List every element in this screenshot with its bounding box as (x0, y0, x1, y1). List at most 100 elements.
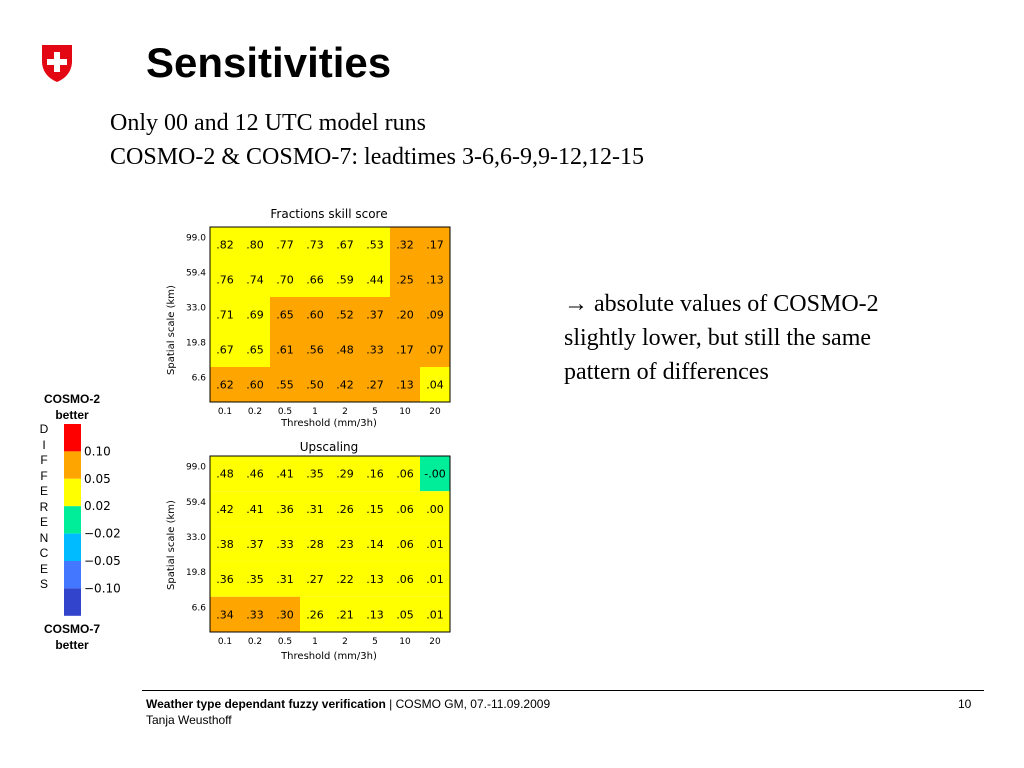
cell-value-label: .42 (336, 379, 354, 392)
cell-value-label: .82 (216, 239, 234, 252)
legend-level-label: −0.05 (84, 554, 121, 568)
x-tick-label: 0.5 (278, 407, 292, 417)
legend-vertical-letter: R (39, 499, 49, 514)
cell-value-label: .66 (306, 274, 324, 287)
cell-value-label: .06 (396, 573, 414, 586)
note-line-2: slightly lower, but still the same (564, 325, 872, 351)
cell-value-label: .04 (426, 379, 444, 392)
cell-value-label: .21 (336, 608, 354, 621)
cell-value-label: -.00 (424, 468, 445, 481)
legend-vertical-letter: E (39, 561, 48, 576)
y-axis-label: Spatial scale (km) (166, 500, 177, 590)
heatmap-cell (240, 332, 270, 367)
cell-value-label: .07 (426, 344, 444, 357)
legend-swatch (64, 478, 81, 507)
cell-value-label: .62 (216, 379, 234, 392)
cell-value-label: .61 (276, 344, 294, 357)
heatmap-cell (330, 561, 360, 597)
heatmap-cell (240, 526, 270, 562)
legend-bottom-label: COSMO-7 better (17, 621, 127, 653)
heatmap-cell (210, 491, 240, 527)
heatmap-cell (300, 456, 330, 492)
heatmap-cells: .48 .46 .41 .35 .29 .16 .06 -.00 .42 .41 .36 .31 .26… (210, 456, 450, 632)
x-tick-label: 2 (342, 637, 348, 647)
heatmap-cell (330, 456, 360, 492)
legend-level-label: −0.02 (84, 527, 121, 541)
y-tick-label: 19.8 (186, 568, 206, 578)
cell-value-label: .31 (306, 503, 324, 516)
cell-value-label: .67 (336, 239, 354, 252)
footer-event: | COSMO GM, 07.-11.09.2009 (385, 697, 551, 711)
cell-value-label: .35 (246, 573, 264, 586)
heatmap-cell (270, 367, 300, 402)
cell-value-label: .05 (396, 608, 414, 621)
heatmap-cell (210, 227, 240, 262)
legend-vertical-letter: D (39, 422, 49, 436)
cell-value-label: .60 (306, 309, 324, 322)
heatmap-cell (390, 526, 420, 562)
cell-value-label: .09 (426, 309, 444, 322)
heatmap-cell (420, 596, 450, 632)
cell-value-label: .73 (306, 239, 324, 252)
heatmap-cell (300, 227, 330, 262)
legend-vertical-letter: F (40, 453, 48, 467)
cell-value-label: .33 (276, 538, 294, 551)
plot-frame (209, 226, 451, 403)
footer-divider (142, 690, 984, 691)
heatmap-cell (390, 367, 420, 402)
cell-value-label: .22 (336, 573, 354, 586)
plot-frame (209, 455, 451, 633)
legend-bottom-line-2: better (55, 638, 89, 652)
heatmap-cell (240, 367, 270, 402)
cell-value-label: .01 (426, 608, 444, 621)
heatmap-cell (360, 227, 390, 262)
heatmap-cell (270, 227, 300, 262)
heatmap-cell (360, 297, 390, 332)
x-axis-label: Threshold (mm/3h) (280, 651, 377, 662)
cell-value-label: .38 (216, 538, 234, 551)
cell-value-label: .00 (426, 503, 444, 516)
legend-vertical-letter: S (39, 577, 48, 591)
x-tick-label: 0.1 (218, 407, 232, 417)
x-tick-label: 5 (372, 637, 378, 647)
cell-value-label: .56 (306, 344, 324, 357)
heatmap-cell (270, 491, 300, 527)
heatmap-cell (420, 491, 450, 527)
heatmap-cell (240, 227, 270, 262)
heatmap-cell (390, 332, 420, 367)
x-tick-label: 5 (372, 407, 378, 417)
heatmap-cell (420, 456, 450, 492)
heatmap-cells: .82 .80 .77 .73 .67 .53 .32 .17 .76 .74 .70 .66 .59.… (210, 227, 450, 402)
heatmap-cell (240, 596, 270, 632)
cell-value-label: .76 (216, 274, 234, 287)
heatmap-cell (300, 526, 330, 562)
note-line-1: → absolute values of COSMO-2 (564, 291, 879, 317)
y-axis-label: Spatial scale (km) (166, 285, 177, 375)
cell-value-label: .60 (246, 379, 264, 392)
cell-value-label: .31 (276, 573, 294, 586)
swiss-cross-shield-icon (42, 45, 72, 82)
cell-value-label: .41 (276, 468, 294, 481)
y-tick-label: 6.6 (192, 603, 207, 613)
y-tick-label: 33.0 (186, 533, 206, 543)
footer-title: Weather type dependant fuzzy verificatio… (146, 697, 386, 711)
legend-swatch (64, 451, 81, 479)
cell-value-label: .71 (216, 309, 234, 322)
cell-value-label: .48 (216, 468, 234, 481)
heatmap-cell (420, 526, 450, 562)
heatmap-cell (360, 262, 390, 297)
heatmap-cell (300, 262, 330, 297)
fss-heatmap-chart: Fractions skill score Spatial scale (km)… (166, 207, 451, 429)
heatmap-cell (420, 367, 450, 402)
legend-swatch (64, 424, 81, 452)
legend-level-label: 0.02 (84, 499, 111, 513)
cell-value-label: .15 (366, 503, 384, 516)
heatmap-cell (360, 456, 390, 492)
x-axis-label: Threshold (mm/3h) (280, 418, 377, 429)
cell-value-label: .30 (276, 608, 294, 621)
heatmap-cell (300, 297, 330, 332)
heatmap-cell (330, 596, 360, 632)
cell-value-label: .06 (396, 538, 414, 551)
heatmap-cell (240, 297, 270, 332)
cell-value-label: .46 (246, 468, 264, 481)
